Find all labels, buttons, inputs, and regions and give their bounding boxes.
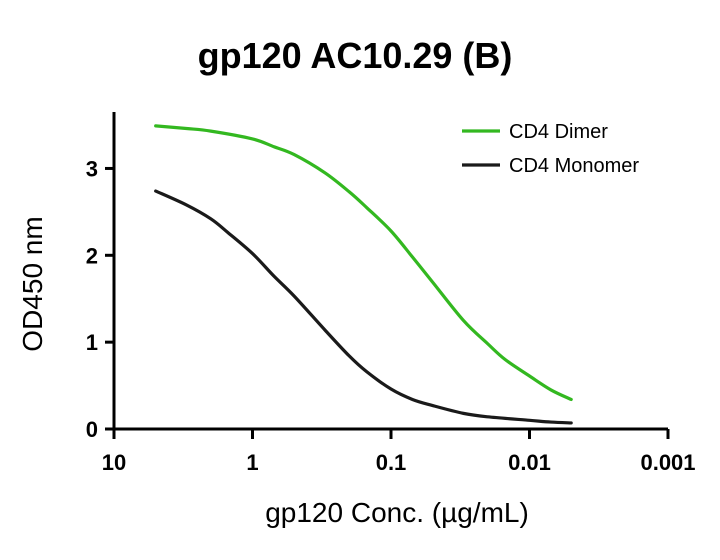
y-axis-label-group: OD450 nm xyxy=(17,216,48,351)
x-tick-label: 0.01 xyxy=(508,450,551,475)
x-tick-label: 0.1 xyxy=(376,450,407,475)
series-line-cd4-monomer xyxy=(154,189,573,425)
y-tick-label: 0 xyxy=(86,417,98,442)
y-tick-label: 2 xyxy=(86,243,98,268)
x-tick-label: 0.001 xyxy=(640,450,695,475)
legend-label: CD4 Dimer xyxy=(509,121,608,143)
series-line-cd4-dimer xyxy=(154,124,573,402)
x-axis-label: gp120 Conc. (µg/mL) xyxy=(265,497,529,528)
x-tick-label: 1 xyxy=(246,450,258,475)
legend-label: CD4 Monomer xyxy=(509,155,639,177)
x-tick-label: 10 xyxy=(102,450,126,475)
plot-area: 0 1 2 3 10 1 0.1 0.01 0.001 CD4 Dimer CD4 Monomer xyxy=(86,112,696,475)
y-axis-label: OD450 nm xyxy=(17,216,48,351)
y-tick-label: 3 xyxy=(86,156,98,181)
chart-title: gp120 AC10.29 (B) xyxy=(198,35,513,76)
y-tick-label: 1 xyxy=(86,330,98,355)
